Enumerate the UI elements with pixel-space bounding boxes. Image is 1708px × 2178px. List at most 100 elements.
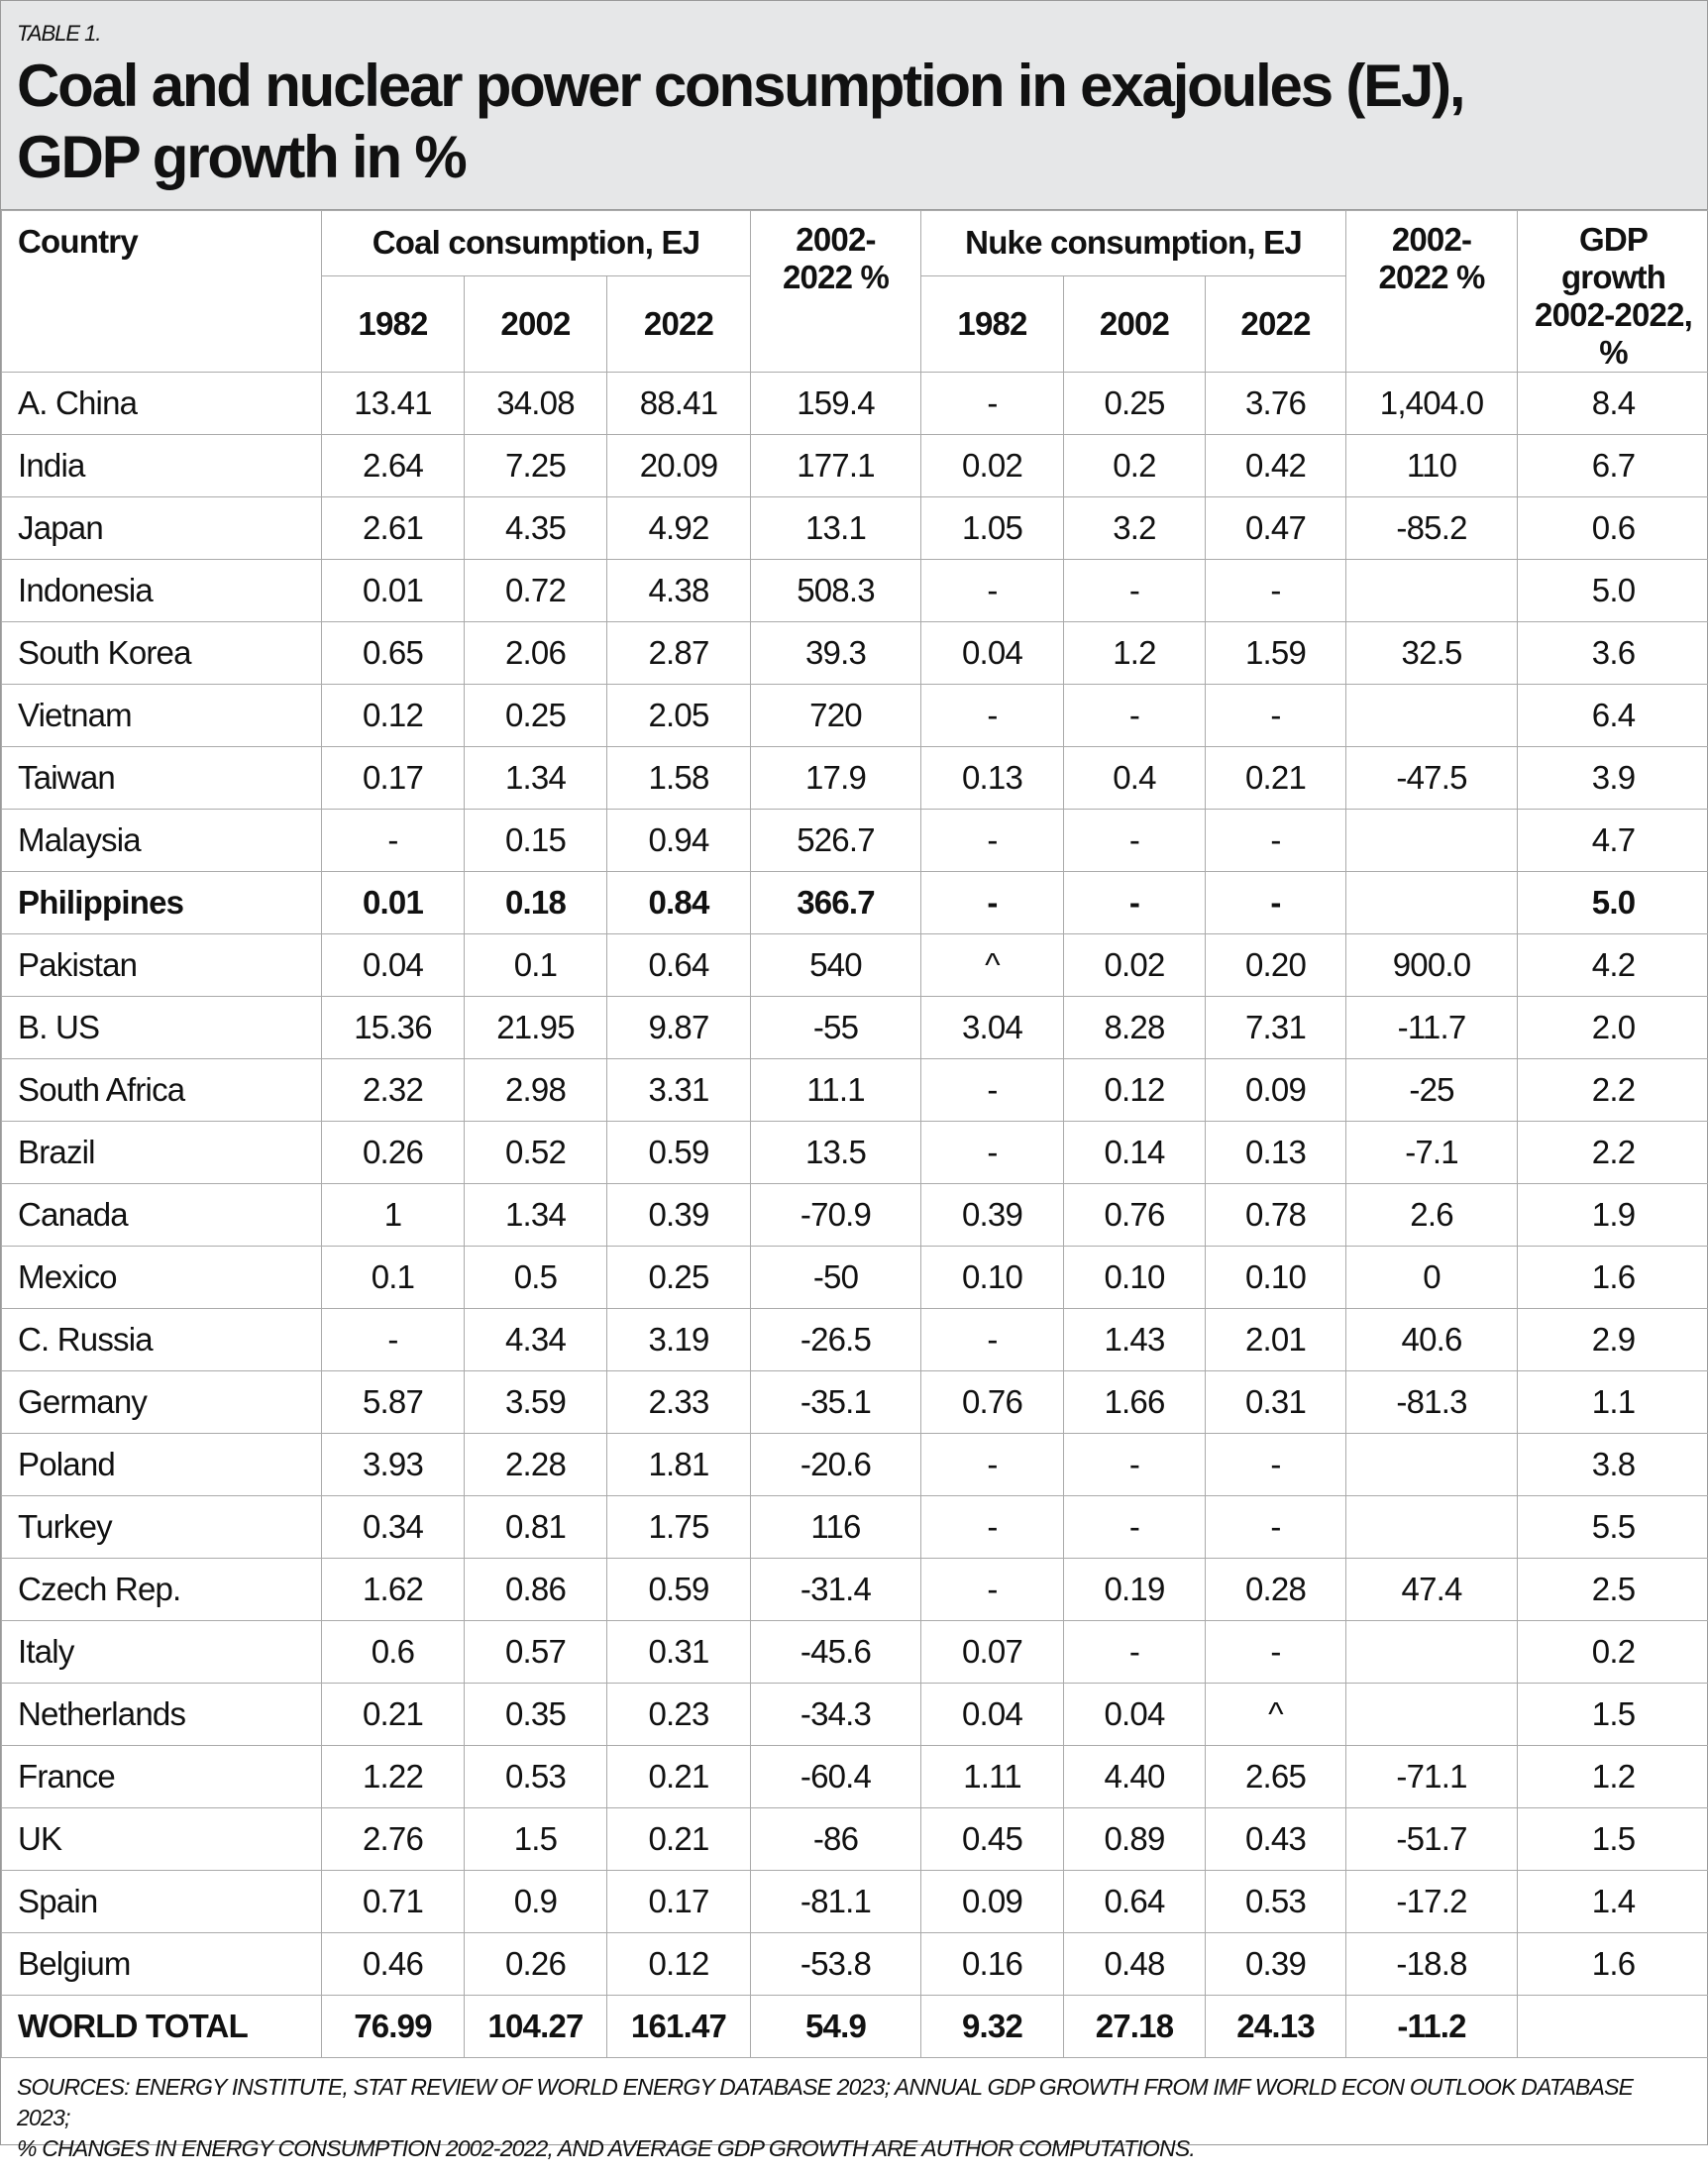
cell-nuke-change: -17.2: [1346, 1871, 1518, 1933]
cell-nuke-1982: -: [921, 1559, 1064, 1621]
cell-coal-change: -86: [751, 1808, 921, 1871]
cell-coal-2002: 0.52: [465, 1122, 607, 1184]
cell-coal-change: -31.4: [751, 1559, 921, 1621]
cell-coal-2002: 4.35: [465, 497, 607, 560]
cell-coal-1982: 5.87: [322, 1371, 465, 1434]
cell-coal-2002: 2.06: [465, 622, 607, 685]
cell-nuke-2022: 0.31: [1206, 1371, 1346, 1434]
cell-coal-2002: 104.27: [465, 1996, 607, 2058]
cell-nuke-change: 47.4: [1346, 1559, 1518, 1621]
header-nuke-2002: 2002: [1064, 275, 1206, 372]
cell-gdp-growth: [1518, 1996, 1708, 2058]
cell-nuke-2002: 0.2: [1064, 435, 1206, 497]
cell-coal-change: 720: [751, 685, 921, 747]
cell-coal-2002: 0.81: [465, 1496, 607, 1559]
cell-country: Italy: [2, 1621, 322, 1684]
cell-coal-1982: 0.21: [322, 1684, 465, 1746]
cell-coal-change: 39.3: [751, 622, 921, 685]
cell-coal-change: -81.1: [751, 1871, 921, 1933]
cell-nuke-2002: 0.64: [1064, 1871, 1206, 1933]
cell-coal-2002: 1.34: [465, 1184, 607, 1247]
cell-coal-2022: 1.81: [607, 1434, 751, 1496]
cell-country: Malaysia: [2, 810, 322, 872]
cell-nuke-2022: ^: [1206, 1684, 1346, 1746]
cell-nuke-1982: 9.32: [921, 1996, 1064, 2058]
cell-nuke-change: 110: [1346, 435, 1518, 497]
cell-coal-1982: 2.76: [322, 1808, 465, 1871]
cell-nuke-2002: 1.43: [1064, 1309, 1206, 1371]
cell-gdp-growth: 3.6: [1518, 622, 1708, 685]
cell-nuke-change: -18.8: [1346, 1933, 1518, 1996]
cell-nuke-2002: 8.28: [1064, 997, 1206, 1059]
cell-nuke-1982: -: [921, 1309, 1064, 1371]
cell-coal-2022: 4.92: [607, 497, 751, 560]
header-nuke-2022: 2022: [1206, 275, 1346, 372]
cell-coal-2022: 0.94: [607, 810, 751, 872]
cell-nuke-change: 0: [1346, 1247, 1518, 1309]
cell-coal-2002: 7.25: [465, 435, 607, 497]
cell-nuke-1982: -: [921, 810, 1064, 872]
cell-nuke-1982: -: [921, 1496, 1064, 1559]
cell-coal-change: 540: [751, 934, 921, 997]
cell-nuke-change: [1346, 1621, 1518, 1684]
cell-coal-1982: 13.41: [322, 373, 465, 435]
cell-coal-2022: 0.12: [607, 1933, 751, 1996]
cell-coal-2022: 20.09: [607, 435, 751, 497]
cell-coal-change: 177.1: [751, 435, 921, 497]
cell-coal-1982: 3.93: [322, 1434, 465, 1496]
cell-gdp-growth: 1.4: [1518, 1871, 1708, 1933]
cell-coal-1982: -: [322, 810, 465, 872]
cell-coal-change: 13.5: [751, 1122, 921, 1184]
cell-nuke-2022: 0.09: [1206, 1059, 1346, 1122]
cell-gdp-growth: 4.2: [1518, 934, 1708, 997]
cell-coal-2022: 3.31: [607, 1059, 751, 1122]
footer-line-1: SOURCES: ENERGY INSTITUTE, STAT REVIEW O…: [17, 2072, 1691, 2133]
cell-coal-2022: 0.25: [607, 1247, 751, 1309]
cell-nuke-2022: -: [1206, 1496, 1346, 1559]
cell-gdp-growth: 3.9: [1518, 747, 1708, 810]
cell-nuke-2002: 0.19: [1064, 1559, 1206, 1621]
cell-nuke-2002: 0.10: [1064, 1247, 1206, 1309]
cell-country: Poland: [2, 1434, 322, 1496]
cell-gdp-growth: 5.0: [1518, 560, 1708, 622]
cell-gdp-growth: 1.6: [1518, 1247, 1708, 1309]
cell-nuke-2002: -: [1064, 1434, 1206, 1496]
cell-gdp-growth: 8.4: [1518, 373, 1708, 435]
cell-coal-1982: 0.34: [322, 1496, 465, 1559]
cell-country: Vietnam: [2, 685, 322, 747]
cell-nuke-2002: 0.25: [1064, 373, 1206, 435]
cell-nuke-1982: 0.13: [921, 747, 1064, 810]
cell-country: Pakistan: [2, 934, 322, 997]
cell-country: WORLD TOTAL: [2, 1996, 322, 2058]
cell-nuke-change: -7.1: [1346, 1122, 1518, 1184]
cell-gdp-growth: 0.6: [1518, 497, 1708, 560]
cell-nuke-2022: -: [1206, 1434, 1346, 1496]
cell-nuke-2022: 0.43: [1206, 1808, 1346, 1871]
cell-nuke-1982: 1.05: [921, 497, 1064, 560]
cell-nuke-change: [1346, 560, 1518, 622]
cell-nuke-change: [1346, 872, 1518, 934]
cell-coal-change: -60.4: [751, 1746, 921, 1808]
cell-nuke-1982: -: [921, 560, 1064, 622]
cell-coal-2022: 0.21: [607, 1746, 751, 1808]
cell-country: Indonesia: [2, 560, 322, 622]
cell-nuke-2002: -: [1064, 810, 1206, 872]
cell-nuke-1982: 0.04: [921, 622, 1064, 685]
cell-nuke-change: -81.3: [1346, 1371, 1518, 1434]
footer-line-2: % CHANGES IN ENERGY CONSUMPTION 2002-202…: [17, 2133, 1691, 2164]
cell-gdp-growth: 2.0: [1518, 997, 1708, 1059]
cell-coal-change: -50: [751, 1247, 921, 1309]
cell-nuke-1982: ^: [921, 934, 1064, 997]
cell-coal-1982: 0.17: [322, 747, 465, 810]
